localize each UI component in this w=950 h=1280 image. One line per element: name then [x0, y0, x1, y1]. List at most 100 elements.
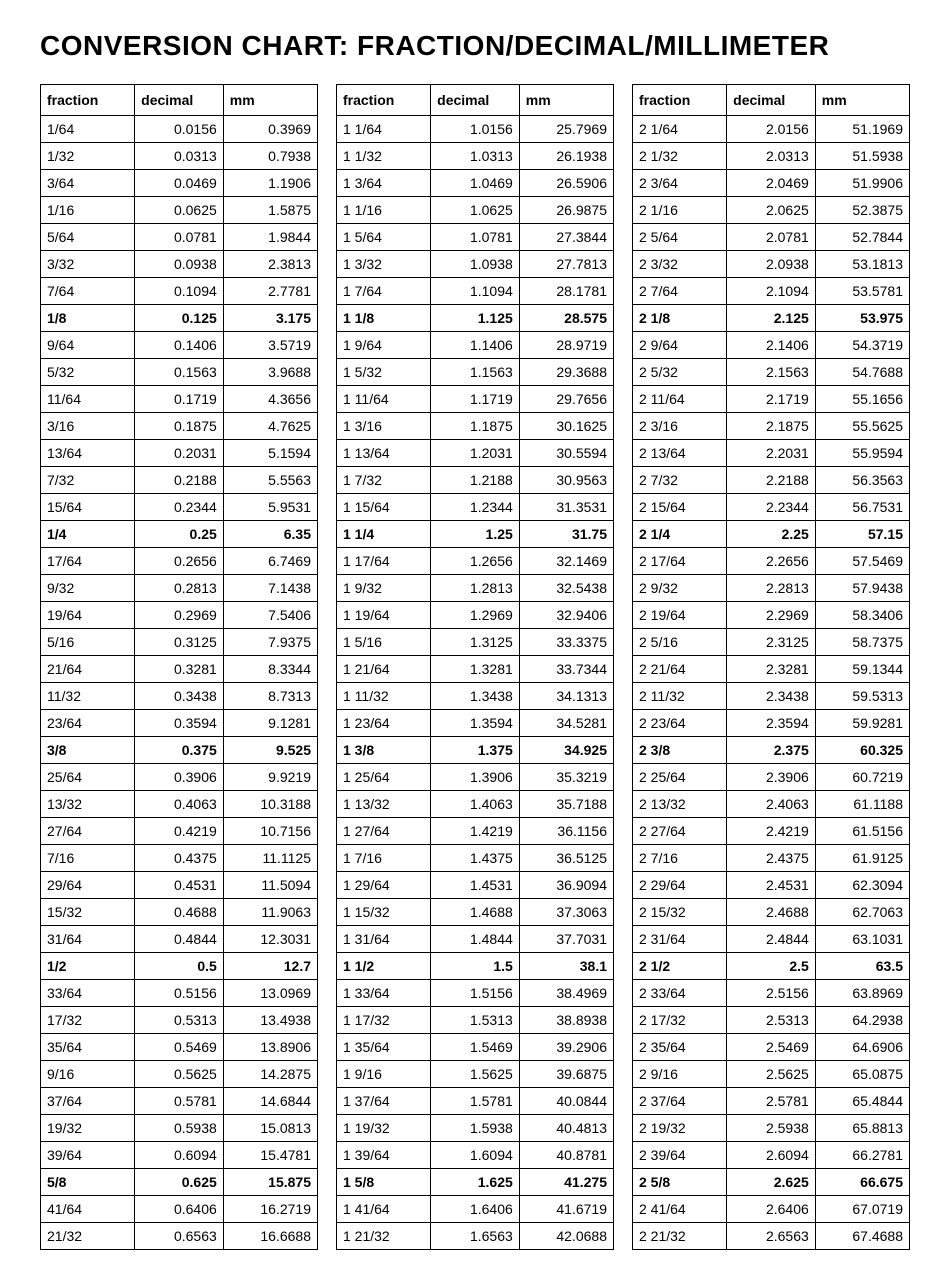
table-row: 33/640.515613.0969	[41, 980, 318, 1007]
cell-decimal: 0.5156	[135, 980, 224, 1007]
header-decimal: decimal	[135, 85, 224, 116]
cell-mm: 2.7781	[223, 278, 317, 305]
cell-fraction: 3/64	[41, 170, 135, 197]
cell-decimal: 1.1719	[431, 386, 520, 413]
table-row: 1 5/81.62541.275	[337, 1169, 614, 1196]
cell-decimal: 1.5781	[431, 1088, 520, 1115]
cell-decimal: 1.0781	[431, 224, 520, 251]
cell-decimal: 1.625	[431, 1169, 520, 1196]
cell-mm: 35.3219	[519, 764, 613, 791]
cell-fraction: 2 27/64	[633, 818, 727, 845]
cell-fraction: 2 33/64	[633, 980, 727, 1007]
cell-decimal: 0.5	[135, 953, 224, 980]
cell-decimal: 2.375	[727, 737, 816, 764]
cell-decimal: 2.3125	[727, 629, 816, 656]
cell-decimal: 0.2656	[135, 548, 224, 575]
cell-mm: 63.1031	[815, 926, 909, 953]
cell-mm: 62.3094	[815, 872, 909, 899]
cell-fraction: 2 5/8	[633, 1169, 727, 1196]
cell-mm: 1.9844	[223, 224, 317, 251]
cell-mm: 8.7313	[223, 683, 317, 710]
cell-decimal: 0.1094	[135, 278, 224, 305]
cell-fraction: 2 15/64	[633, 494, 727, 521]
cell-mm: 41.275	[519, 1169, 613, 1196]
cell-mm: 36.1156	[519, 818, 613, 845]
cell-decimal: 0.25	[135, 521, 224, 548]
table-row: 1 31/641.484437.7031	[337, 926, 614, 953]
cell-fraction: 1 9/64	[337, 332, 431, 359]
page-title: CONVERSION CHART: FRACTION/DECIMAL/MILLI…	[40, 30, 910, 62]
cell-fraction: 1 19/32	[337, 1115, 431, 1142]
cell-mm: 55.1656	[815, 386, 909, 413]
cell-decimal: 1.3438	[431, 683, 520, 710]
cell-fraction: 13/64	[41, 440, 135, 467]
cell-fraction: 2 19/64	[633, 602, 727, 629]
cell-fraction: 1 41/64	[337, 1196, 431, 1223]
table-row: 19/320.593815.0813	[41, 1115, 318, 1142]
cell-fraction: 2 1/64	[633, 116, 727, 143]
cell-decimal: 2.2188	[727, 467, 816, 494]
table-row: 2 39/642.609466.2781	[633, 1142, 910, 1169]
cell-mm: 33.7344	[519, 656, 613, 683]
cell-decimal: 1.4844	[431, 926, 520, 953]
cell-mm: 5.5563	[223, 467, 317, 494]
table-row: 2 5/642.078152.7844	[633, 224, 910, 251]
cell-decimal: 2.4844	[727, 926, 816, 953]
cell-fraction: 1 5/64	[337, 224, 431, 251]
cell-mm: 10.3188	[223, 791, 317, 818]
table-row: 35/640.546913.8906	[41, 1034, 318, 1061]
cell-mm: 36.9094	[519, 872, 613, 899]
table-row: 1 5/641.078127.3844	[337, 224, 614, 251]
cell-decimal: 2.1719	[727, 386, 816, 413]
table-row: 2 31/642.484463.1031	[633, 926, 910, 953]
cell-fraction: 17/32	[41, 1007, 135, 1034]
cell-fraction: 2 7/16	[633, 845, 727, 872]
cell-decimal: 2.6563	[727, 1223, 816, 1250]
cell-decimal: 2.2031	[727, 440, 816, 467]
cell-mm: 10.7156	[223, 818, 317, 845]
table-row: 1 1/321.031326.1938	[337, 143, 614, 170]
cell-fraction: 11/32	[41, 683, 135, 710]
cell-decimal: 0.1719	[135, 386, 224, 413]
table-row: 13/640.20315.1594	[41, 440, 318, 467]
cell-fraction: 2 3/64	[633, 170, 727, 197]
cell-decimal: 1.2188	[431, 467, 520, 494]
table-row: 2 1/322.031351.5938	[633, 143, 910, 170]
cell-mm: 32.5438	[519, 575, 613, 602]
cell-mm: 58.7375	[815, 629, 909, 656]
cell-fraction: 1 23/64	[337, 710, 431, 737]
cell-mm: 30.5594	[519, 440, 613, 467]
table-row: 1/320.03130.7938	[41, 143, 318, 170]
cell-mm: 28.575	[519, 305, 613, 332]
cell-fraction: 13/32	[41, 791, 135, 818]
table-row: 1 11/641.171929.7656	[337, 386, 614, 413]
table-row: 7/640.10942.7781	[41, 278, 318, 305]
cell-decimal: 0.3906	[135, 764, 224, 791]
cell-fraction: 2 9/32	[633, 575, 727, 602]
cell-decimal: 2.2813	[727, 575, 816, 602]
table-row: 23/640.35949.1281	[41, 710, 318, 737]
header-mm: mm	[223, 85, 317, 116]
cell-fraction: 2 17/64	[633, 548, 727, 575]
cell-fraction: 2 1/2	[633, 953, 727, 980]
table-row: 1 3/321.093827.7813	[337, 251, 614, 278]
table-row: 2 17/642.265657.5469	[633, 548, 910, 575]
cell-decimal: 0.6563	[135, 1223, 224, 1250]
cell-decimal: 0.3594	[135, 710, 224, 737]
cell-fraction: 1 9/32	[337, 575, 431, 602]
cell-mm: 12.7	[223, 953, 317, 980]
cell-mm: 30.1625	[519, 413, 613, 440]
table-row: 1 9/161.562539.6875	[337, 1061, 614, 1088]
cell-decimal: 2.3906	[727, 764, 816, 791]
table-row: 1 3/161.187530.1625	[337, 413, 614, 440]
cell-mm: 16.2719	[223, 1196, 317, 1223]
table-row: 1/160.06251.5875	[41, 197, 318, 224]
cell-fraction: 1 5/16	[337, 629, 431, 656]
cell-mm: 38.8938	[519, 1007, 613, 1034]
header-decimal: decimal	[727, 85, 816, 116]
cell-mm: 61.9125	[815, 845, 909, 872]
table-row: 5/640.07811.9844	[41, 224, 318, 251]
column-2: fractiondecimalmm2 1/642.015651.19692 1/…	[632, 84, 910, 1250]
table-row: 11/640.17194.3656	[41, 386, 318, 413]
cell-decimal: 2.0625	[727, 197, 816, 224]
